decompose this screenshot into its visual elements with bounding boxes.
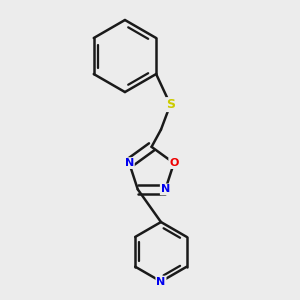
- Text: O: O: [169, 158, 178, 168]
- Text: N: N: [156, 277, 166, 286]
- Text: N: N: [161, 184, 170, 194]
- Text: N: N: [124, 158, 134, 168]
- Text: S: S: [166, 98, 175, 111]
